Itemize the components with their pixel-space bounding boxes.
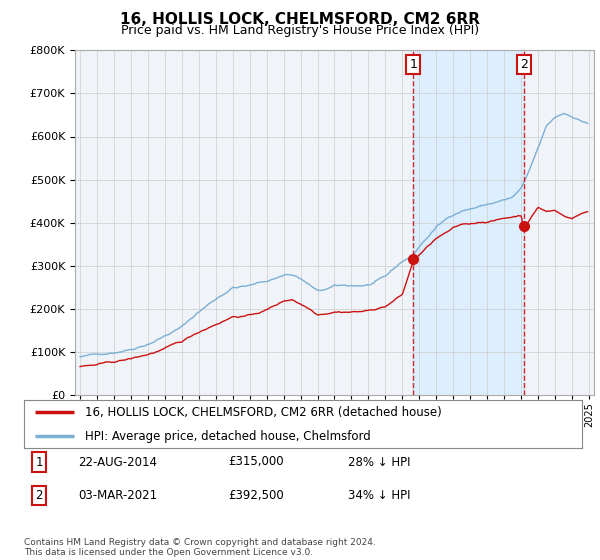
- Bar: [413, 50, 524, 395]
- Text: 28% ↓ HPI: 28% ↓ HPI: [348, 455, 410, 469]
- Text: £315,000: £315,000: [228, 455, 284, 469]
- Text: HPI: Average price, detached house, Chelmsford: HPI: Average price, detached house, Chel…: [85, 430, 371, 442]
- Text: 34% ↓ HPI: 34% ↓ HPI: [348, 489, 410, 502]
- Text: £392,500: £392,500: [228, 489, 284, 502]
- Text: Contains HM Land Registry data © Crown copyright and database right 2024.
This d: Contains HM Land Registry data © Crown c…: [24, 538, 376, 557]
- Text: 16, HOLLIS LOCK, CHELMSFORD, CM2 6RR (detached house): 16, HOLLIS LOCK, CHELMSFORD, CM2 6RR (de…: [85, 406, 442, 419]
- Text: 2: 2: [520, 58, 528, 71]
- Text: 1: 1: [35, 455, 43, 469]
- Text: 22-AUG-2014: 22-AUG-2014: [78, 455, 157, 469]
- Text: 1: 1: [409, 58, 417, 71]
- Text: 16, HOLLIS LOCK, CHELMSFORD, CM2 6RR: 16, HOLLIS LOCK, CHELMSFORD, CM2 6RR: [120, 12, 480, 27]
- Text: 2: 2: [35, 489, 43, 502]
- Text: 03-MAR-2021: 03-MAR-2021: [78, 489, 157, 502]
- Text: Price paid vs. HM Land Registry's House Price Index (HPI): Price paid vs. HM Land Registry's House …: [121, 24, 479, 37]
